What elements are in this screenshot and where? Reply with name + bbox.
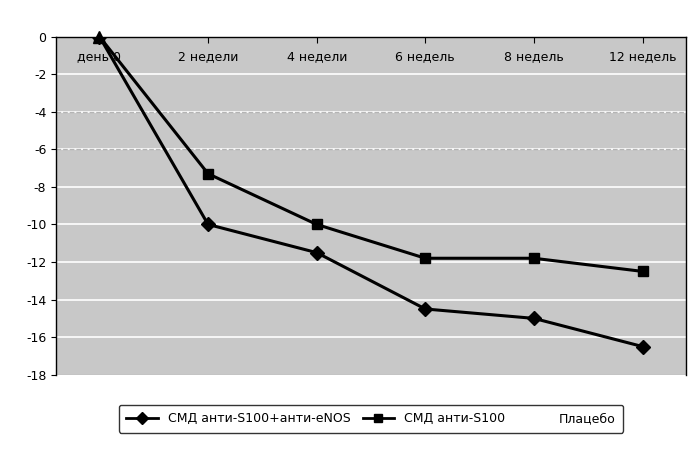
СМД анти-S100 — [95, 34, 104, 39]
Text: день 0: день 0 — [78, 50, 121, 63]
СМД анти-S100+анти-eNOS — [95, 34, 104, 39]
СМД анти-S100+анти-eNOS — [312, 250, 321, 255]
СМД анти-S100 — [530, 255, 538, 261]
СМД анти-S100 — [421, 255, 430, 261]
Line: СМД анти-S100+анти-eNOS: СМД анти-S100+анти-eNOS — [94, 32, 648, 351]
Text: 8 недель: 8 недель — [504, 50, 564, 63]
Text: 2 недели: 2 недели — [178, 50, 238, 63]
СМД анти-S100 — [204, 171, 212, 176]
СМД анти-S100+анти-eNOS — [421, 306, 430, 312]
Line: СМД анти-S100: СМД анти-S100 — [94, 32, 648, 276]
Text: 6 недель: 6 недель — [395, 50, 455, 63]
СМД анти-S100 — [638, 269, 647, 274]
СМД анти-S100 — [312, 222, 321, 227]
СМД анти-S100+анти-eNOS — [204, 222, 212, 227]
СМД анти-S100+анти-eNOS — [638, 344, 647, 349]
Text: 4 недели: 4 недели — [286, 50, 347, 63]
СМД анти-S100+анти-eNOS — [530, 316, 538, 321]
Text: 12 недель: 12 недель — [609, 50, 676, 63]
Legend: СМД анти-S100+анти-eNOS, СМД анти-S100, Плацебо: СМД анти-S100+анти-eNOS, СМД анти-S100, … — [119, 405, 623, 433]
